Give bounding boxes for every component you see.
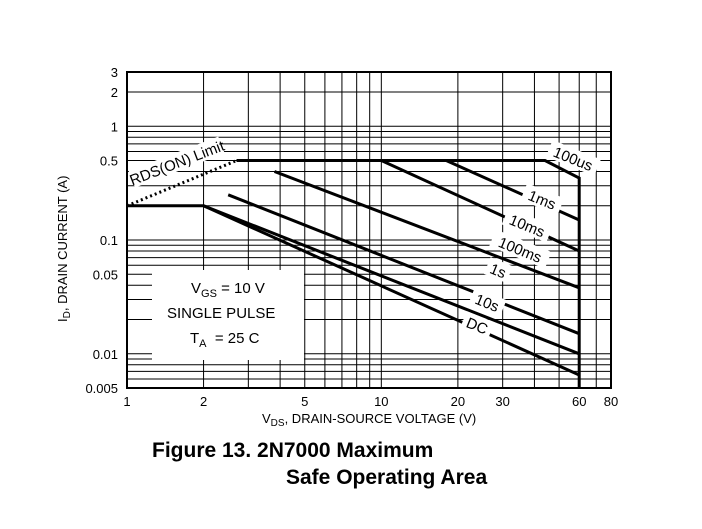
curve-label-dc-background <box>460 311 495 340</box>
condition-vgs: VGS = 10 V <box>191 280 265 300</box>
curve-label-100ms-background <box>489 229 552 269</box>
curve-dc <box>127 204 580 377</box>
curve-label-1s: 1s <box>483 257 513 283</box>
curve-label-10ms-background <box>501 207 553 243</box>
x-tick-label: 10 <box>374 394 388 409</box>
y-tick-label: 0.01 <box>93 347 118 362</box>
x-tick-label: 60 <box>572 394 586 409</box>
curve-100ms <box>273 170 580 290</box>
x-tick-label: 30 <box>495 394 509 409</box>
conditions-box <box>152 270 304 360</box>
x-tick-label: 5 <box>301 394 308 409</box>
x-tick-label: 80 <box>604 394 618 409</box>
y-axis-ticks: 3 2 1 0.5 0.1 0.05 0.01 0.005 <box>85 65 118 396</box>
curve-1s <box>227 193 580 336</box>
rds-on-limit-label-background <box>128 136 225 188</box>
curve-label-100us-background <box>545 139 601 177</box>
curve-label-1s-background <box>483 257 513 283</box>
y-tick-label: 0.5 <box>100 154 118 169</box>
y-axis-title: ID, DRAIN CURRENT (A) <box>55 176 73 322</box>
figure-caption-line-1: Figure 13. 2N7000 Maximum <box>152 439 434 462</box>
y-tick-label: 0.05 <box>93 267 118 282</box>
condition-ta: TA = 25 C <box>190 330 260 350</box>
curve-label-dc: DC <box>460 311 495 340</box>
y-tick-label: 1 <box>111 119 118 134</box>
y-tick-label: 2 <box>111 85 118 100</box>
curve-10s <box>203 204 580 356</box>
condition-single-pulse: SINGLE PULSE <box>167 305 275 322</box>
x-tick-label: 20 <box>451 394 465 409</box>
curve-label-dc-text: DC <box>464 315 491 339</box>
curve-label-10s-background <box>468 287 507 317</box>
x-tick-label: 2 <box>200 394 207 409</box>
curve-label-1s-text: 1s <box>487 261 508 283</box>
plot-frame <box>126 71 612 389</box>
figure-caption-line-2: Safe Operating Area <box>286 466 488 489</box>
y-tick-label: 0.005 <box>85 381 118 396</box>
y-tick-label: 3 <box>111 65 118 80</box>
x-axis-ticks: 1 2 5 10 20 30 60 80 <box>123 394 618 409</box>
curve-label-1ms-background <box>520 183 565 215</box>
curve-label-1ms: 1ms <box>520 183 565 215</box>
x-tick-label: 1 <box>123 394 130 409</box>
x-axis-title: VDS, DRAIN-SOURCE VOLTAGE (V) <box>262 411 476 429</box>
y-tick-label: 0.1 <box>100 233 118 248</box>
